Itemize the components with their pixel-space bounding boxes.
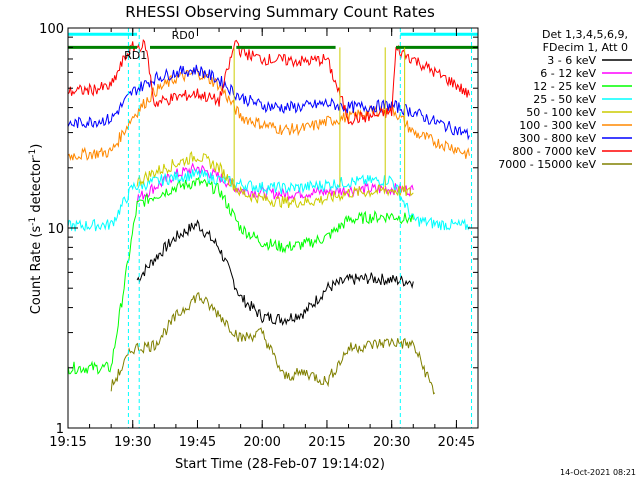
y-axis-label-tail: detector — [29, 157, 44, 217]
x-axis-label: Start Time (28-Feb-07 19:14:02) — [175, 457, 385, 472]
series-line-7000-15000keV — [110, 292, 436, 395]
y-axis-label-sup-1: -1 — [28, 217, 38, 226]
legend-info-line: Det 1,3,4,5,6,9, — [542, 28, 628, 41]
x-tick-label: 19:15 — [49, 435, 86, 450]
x-tick-label: 19:45 — [179, 435, 216, 450]
y-axis-label: Count Rate (s-1 detector-1) — [28, 144, 44, 315]
series-line-25-50keV — [67, 168, 470, 232]
annotation-rd1: RD1 — [124, 49, 147, 62]
legend-label-25-50keV: 25 - 50 keV — [533, 93, 596, 106]
x-tick-label: 20:00 — [243, 435, 280, 450]
y-tick-label: 100 — [39, 22, 64, 37]
y-axis-label-close: ) — [29, 144, 44, 149]
legend-label-7000-15000keV: 7000 - 15000 keV — [498, 158, 596, 171]
footer-date: 14-Oct-2021 08:21 — [560, 468, 636, 477]
series-line-100-300keV — [67, 68, 470, 162]
series-line-3-6keV — [136, 219, 414, 326]
legend: Det 1,3,4,5,6,9,FDecim 1, Att 03 - 6 keV… — [498, 28, 632, 171]
legend-label-800-7000keV: 800 - 7000 keV — [512, 145, 596, 158]
plot-frame — [67, 27, 479, 429]
chart-title: RHESSI Observing Summary Count Rates — [125, 3, 435, 21]
legend-label-3-6keV: 3 - 6 keV — [547, 54, 596, 67]
annotations: RD0 RD1 — [124, 29, 195, 62]
x-tick-label: 20:45 — [438, 435, 475, 450]
series-line-50-100keV — [136, 150, 414, 209]
legend-label-50-100keV: 50 - 100 keV — [526, 106, 596, 119]
flag-markers — [68, 28, 478, 428]
x-tick-label: 19:30 — [114, 435, 151, 450]
legend-label-12-25keV: 12 - 25 keV — [533, 80, 596, 93]
series-line-6-12keV — [136, 162, 414, 205]
series-line-300-800keV — [67, 64, 470, 141]
legend-label-6-12keV: 6 - 12 keV — [540, 67, 596, 80]
x-tick-label: 20:15 — [308, 435, 345, 450]
legend-label-300-800keV: 300 - 800 keV — [519, 132, 596, 145]
axes: 19:15 19:30 19:45 20:00 20:15 20:30 20:45 1 10 10… — [39, 22, 479, 450]
legend-label-100-300keV: 100 - 300 keV — [519, 119, 596, 132]
plot-area — [67, 39, 470, 395]
x-tick-label: 20:30 — [373, 435, 410, 450]
y-axis-label-sup-2: -1 — [28, 149, 38, 158]
annotation-rd0: RD0 — [172, 29, 195, 42]
y-tick-label: 1 — [56, 422, 64, 437]
y-axis-label-main: Count Rate (s — [29, 226, 44, 315]
y-tick-label: 10 — [47, 222, 64, 237]
legend-info-line: FDecim 1, Att 0 — [543, 41, 628, 54]
series-line-12-25keV — [67, 176, 414, 375]
